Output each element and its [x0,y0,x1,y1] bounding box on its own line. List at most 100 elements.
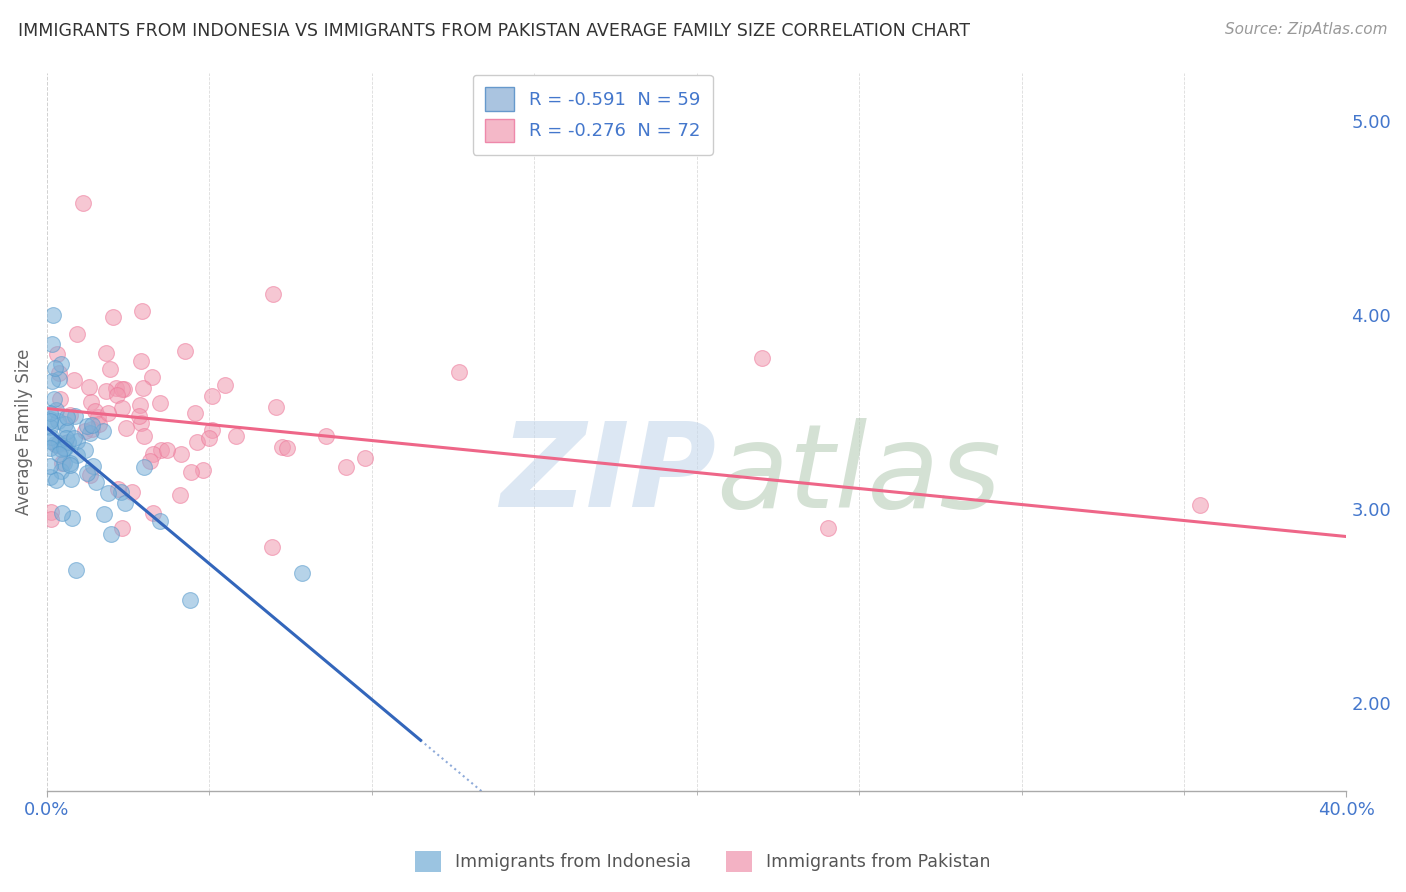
Point [51,456,73,470]
Point [191,463,214,477]
Point [100,527,122,541]
Point [56,410,79,425]
Point [65,564,87,578]
Point [41,374,63,388]
Point [110,485,132,500]
Point [184,407,207,421]
Point [142,506,165,520]
Point [48,372,70,386]
Point [201,389,224,403]
Text: Source: ZipAtlas.com: Source: ZipAtlas.com [1225,22,1388,37]
Point [46,438,69,452]
Point [79,468,101,483]
Point [262,540,284,554]
Point [132,381,155,395]
Point [84,475,107,490]
Point [107,483,129,497]
Point [335,460,357,475]
Point [53,456,76,470]
Point [39,459,62,474]
Point [114,496,136,510]
Point [82,422,104,436]
Point [51,506,73,520]
Point [41,505,63,519]
Point [87,409,110,424]
Point [79,380,101,394]
Point [315,429,337,443]
Point [55,431,77,445]
Point [156,442,179,457]
Point [82,458,104,473]
Point [449,365,471,379]
Point [129,398,152,412]
Point [131,304,153,318]
Point [129,354,152,368]
Point [149,514,172,528]
Point [115,421,138,435]
Text: ZIP: ZIP [501,417,716,533]
Point [214,377,236,392]
Point [91,424,114,438]
Point [39,419,62,434]
Point [134,460,156,475]
Point [276,442,298,456]
Point [59,458,82,472]
Point [98,362,121,376]
Point [141,370,163,384]
Point [139,454,162,468]
Point [84,403,107,417]
Point [142,447,165,461]
Point [63,431,86,445]
Point [121,484,143,499]
Point [46,347,69,361]
Point [174,344,197,359]
Point [53,417,76,431]
Point [66,448,89,462]
Point [1189,499,1212,513]
Point [49,392,72,406]
Point [112,383,135,397]
Point [111,521,134,535]
Point [225,429,247,443]
Point [89,417,111,432]
Point [39,511,62,525]
Point [62,373,84,387]
Point [56,424,79,438]
Point [132,428,155,442]
Point [111,401,134,415]
Point [264,400,287,414]
Point [45,473,67,487]
Point [44,360,66,375]
Point [41,336,63,351]
Point [170,447,193,461]
Point [53,441,76,455]
Point [59,456,82,470]
Point [817,521,839,535]
Point [60,510,83,524]
Point [42,308,65,322]
Point [39,412,62,426]
Point [105,387,128,401]
Text: IMMIGRANTS FROM INDONESIA VS IMMIGRANTS FROM PAKISTAN AVERAGE FAMILY SIZE CORREL: IMMIGRANTS FROM INDONESIA VS IMMIGRANTS … [18,22,970,40]
Point [263,287,285,301]
Point [44,437,66,451]
Point [59,409,82,423]
Point [39,470,62,484]
Point [41,430,63,444]
Point [104,381,127,395]
Point [150,442,173,457]
Text: atlas: atlas [716,417,1001,532]
Point [96,384,118,399]
Point [110,382,132,396]
Point [39,414,62,428]
Point [97,406,120,420]
Point [80,417,103,432]
Point [149,395,172,409]
Point [48,366,70,380]
Point [56,435,79,450]
Point [39,434,62,448]
Point [201,423,224,437]
Point [76,466,98,480]
Point [751,351,773,365]
Point [45,403,67,417]
